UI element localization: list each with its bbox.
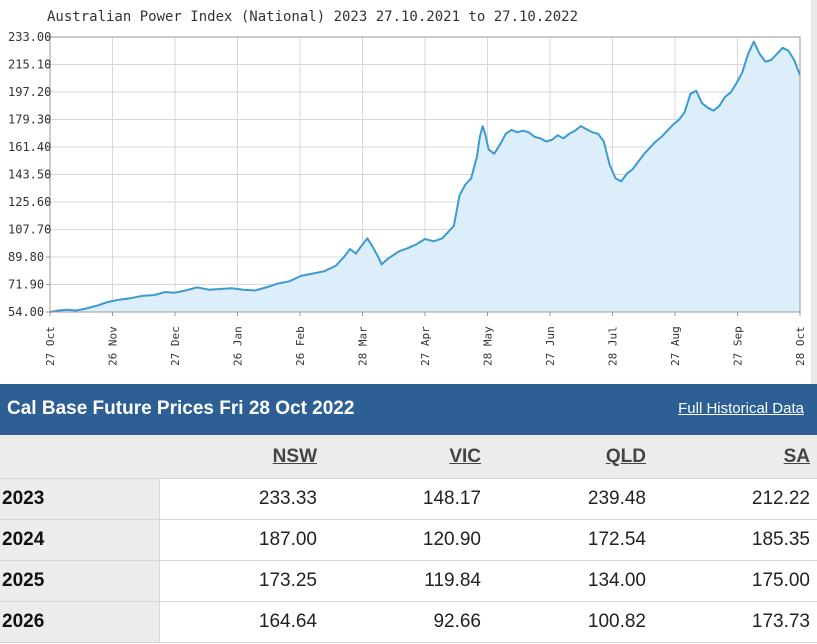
cell-sa: 212.22 — [653, 478, 817, 520]
header-vic-label[interactable]: VIC — [449, 445, 481, 467]
x-tick-label: 27 Sep — [732, 326, 745, 366]
chart-title: Australian Power Index (National) 2023 2… — [47, 9, 578, 25]
row-year: 2025 — [0, 560, 160, 602]
header-nsw[interactable]: NSW — [159, 435, 324, 479]
header-year — [0, 435, 159, 479]
cell-qld: 172.54 — [488, 519, 653, 561]
cell-sa: 185.35 — [653, 519, 817, 561]
x-tick-label: 27 Apr — [419, 326, 432, 366]
x-tick-label: 28 May — [482, 326, 495, 366]
cell-qld: 100.82 — [488, 601, 653, 643]
series-area — [50, 41, 800, 312]
cell-nsw: 173.25 — [159, 560, 324, 602]
x-tick-label: 26 Jan — [232, 326, 245, 366]
header-nsw-label[interactable]: NSW — [272, 445, 317, 467]
header-vic[interactable]: VIC — [324, 435, 488, 479]
cell-nsw: 187.00 — [159, 519, 324, 561]
chart-right-strip — [811, 0, 817, 384]
futures-table: NSW VIC QLD SA 2023 233.33 148.17 239.48… — [0, 435, 817, 643]
cell-sa: 175.00 — [653, 560, 817, 602]
x-axis: 27 Oct 26 Nov 27 Dec 26 Jan 26 Feb 28 Mar 27 A… — [44, 312, 807, 366]
x-tick-label: 27 Dec — [169, 326, 182, 366]
x-tick-label: 26 Feb — [294, 326, 307, 366]
y-tick-label: 71.90 — [8, 278, 44, 292]
cell-nsw: 164.64 — [159, 601, 324, 643]
header-sa-label[interactable]: SA — [783, 445, 810, 467]
table-row: 2024 187.00 120.90 172.54 185.35 — [0, 519, 817, 561]
y-tick-label: 215.10 — [8, 58, 51, 72]
full-historical-data-link[interactable]: Full Historical Data — [678, 400, 804, 417]
y-tick-label: 54.00 — [8, 305, 44, 319]
cell-vic: 120.90 — [324, 519, 488, 561]
y-axis: 233.00 215.10 197.20 179.30 161.40 143.50 125.… — [8, 30, 51, 319]
cell-sa: 173.73 — [653, 601, 817, 643]
y-tick-label: 161.40 — [8, 140, 51, 154]
panel-header: Cal Base Future Prices Fri 28 Oct 2022 F… — [0, 384, 817, 435]
x-tick-label: 26 Nov — [107, 326, 120, 366]
table-header-row: NSW VIC QLD SA — [0, 435, 817, 479]
panel-title: Cal Base Future Prices Fri 28 Oct 2022 — [7, 398, 355, 419]
futures-panel: Cal Base Future Prices Fri 28 Oct 2022 F… — [0, 384, 817, 644]
table-row: 2023 233.33 148.17 239.48 212.22 — [0, 478, 817, 520]
x-tick-label: 28 Oct — [794, 326, 807, 366]
header-qld[interactable]: QLD — [488, 435, 653, 479]
x-tick-label: 28 Mar — [357, 326, 370, 366]
y-tick-label: 233.00 — [8, 30, 51, 44]
x-tick-label: 27 Jun — [544, 326, 557, 366]
x-tick-label: 27 Oct — [44, 326, 57, 366]
series-line — [49, 40, 801, 313]
row-year: 2024 — [0, 519, 160, 561]
chart-canvas: Australian Power Index (National) 2023 2… — [8, 0, 817, 384]
y-tick-label: 125.60 — [8, 195, 51, 209]
price-index-chart: Australian Power Index (National) 2023 2… — [8, 0, 817, 384]
x-tick-label: 27 Aug — [669, 326, 682, 366]
y-tick-label: 197.20 — [8, 85, 51, 99]
cell-vic: 119.84 — [324, 560, 488, 602]
header-sa[interactable]: SA — [653, 435, 817, 479]
y-tick-label: 107.70 — [8, 223, 51, 237]
y-tick-label: 143.50 — [8, 168, 51, 182]
cell-vic: 148.17 — [324, 478, 488, 520]
row-year: 2026 — [0, 601, 160, 643]
y-tick-label: 179.30 — [8, 113, 51, 127]
table-row: 2025 173.25 119.84 134.00 175.00 — [0, 560, 817, 602]
cell-qld: 134.00 — [488, 560, 653, 602]
cell-nsw: 233.33 — [159, 478, 324, 520]
cell-vic: 92.66 — [324, 601, 488, 643]
x-tick-label: 28 Jul — [607, 326, 620, 366]
header-qld-label[interactable]: QLD — [605, 445, 646, 467]
row-year: 2023 — [0, 478, 160, 520]
table-row: 2026 164.64 92.66 100.82 173.73 — [0, 601, 817, 643]
cell-qld: 239.48 — [488, 478, 653, 520]
y-tick-label: 89.80 — [8, 250, 44, 264]
